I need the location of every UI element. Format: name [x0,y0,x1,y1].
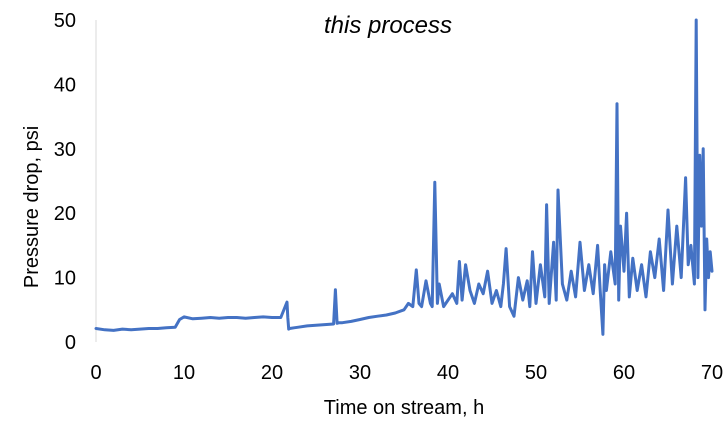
x-tick-label: 20 [261,362,283,384]
pressure-drop-series-line [94,18,714,336]
y-tick-label: 20 [54,203,76,225]
x-axis-title: Time on stream, h [324,397,484,419]
y-tick-label: 30 [54,139,76,161]
y-axis-ticks: 0 10 20 30 40 50 [54,10,76,354]
x-axis-ticks: 0 10 20 30 40 50 60 70 [90,362,723,384]
series-group [94,18,714,336]
x-tick-label: 0 [90,362,101,384]
y-tick-label: 40 [54,74,76,96]
x-tick-label: 30 [349,362,371,384]
x-tick-label: 60 [613,362,635,384]
y-axis-title: Pressure drop, psi [21,126,43,288]
x-tick-label: 40 [437,362,459,384]
y-tick-label: 50 [54,10,76,32]
x-tick-label: 50 [525,362,547,384]
x-tick-label: 70 [701,362,723,384]
x-tick-label: 10 [173,362,195,384]
y-tick-label: 0 [65,332,76,354]
chart-title: this process [324,12,452,39]
y-tick-label: 10 [54,268,76,290]
